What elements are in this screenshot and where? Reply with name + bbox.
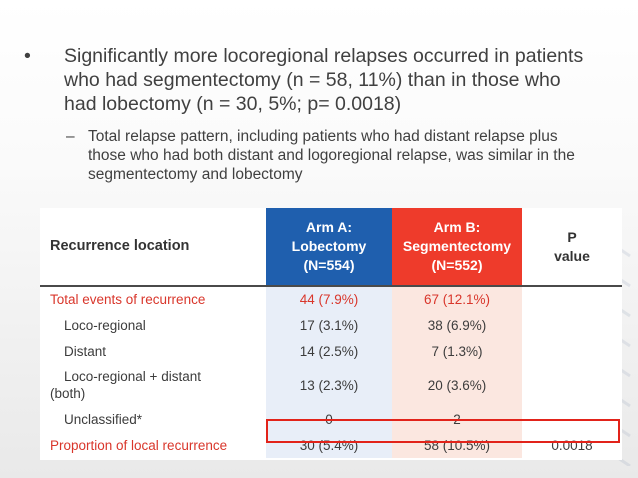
arm-b-value: 67 (12.1%) xyxy=(392,286,522,312)
arm-b-line-1: Arm B: xyxy=(433,219,481,235)
arm-a-value: 14 (2.5%) xyxy=(266,338,392,364)
table-row: Distant 14 (2.5%) 7 (1.3%) xyxy=(40,338,622,364)
p-value xyxy=(522,312,622,338)
p-value xyxy=(522,286,622,312)
arm-a-value: 17 (3.1%) xyxy=(266,312,392,338)
row-label: Distant xyxy=(64,343,107,359)
header-p-value: P value xyxy=(522,208,622,287)
p-line-2: value xyxy=(554,247,590,264)
arm-b-line-2: Segmentectomy xyxy=(402,238,512,254)
row-label-line-1: Loco-regional + distant xyxy=(64,369,201,384)
arm-b-value: 20 (3.6%) xyxy=(392,364,522,406)
sub-bullet-text: Total relapse pattern, including patient… xyxy=(88,128,575,183)
arm-b-value: 38 (6.9%) xyxy=(392,312,522,338)
row-label: Unclassified* xyxy=(64,411,143,427)
dash-icon: – xyxy=(66,128,75,145)
row-label: Total events of recurrence xyxy=(50,292,206,307)
header-recurrence-location: Recurrence location xyxy=(40,208,266,287)
table-header-row: Recurrence location Arm A: Lobectomy (N=… xyxy=(40,208,622,287)
recurrence-table-panel: Recurrence location Arm A: Lobectomy (N=… xyxy=(40,208,622,460)
header-arm-a: Arm A: Lobectomy (N=554) xyxy=(266,208,392,287)
table-row: Proportion of local recurrence 30 (5.4%)… xyxy=(40,432,622,458)
local-recurrence-highlight-box xyxy=(266,419,620,443)
arm-a-line-1: Arm A: xyxy=(305,219,353,235)
p-value xyxy=(522,338,622,364)
table-row: Loco-regional + distant (both) 13 (2.3%)… xyxy=(40,364,622,406)
p-line-1: P xyxy=(567,228,577,245)
arm-a-value: 13 (2.3%) xyxy=(266,364,392,406)
table-row: Loco-regional 17 (3.1%) 38 (6.9%) xyxy=(40,312,622,338)
row-label: Loco-regional xyxy=(64,317,146,333)
main-bullet-text: Significantly more locoregional relapses… xyxy=(64,45,584,115)
recurrence-table: Recurrence location Arm A: Lobectomy (N=… xyxy=(40,208,622,458)
p-value xyxy=(522,364,622,406)
arm-b-value: 7 (1.3%) xyxy=(392,338,522,364)
arm-a-line-3: (N=554) xyxy=(303,257,355,273)
row-label: Loco-regional + distant (both) xyxy=(40,364,266,406)
bullet-icon: • xyxy=(24,45,31,67)
header-arm-b: Arm B: Segmentectomy (N=552) xyxy=(392,208,522,287)
arm-b-line-3: (N=552) xyxy=(431,257,483,273)
row-label: Proportion of local recurrence xyxy=(50,437,228,453)
row-label-line-2: (both) xyxy=(50,386,86,401)
arm-a-line-2: Lobectomy xyxy=(291,238,367,254)
arm-a-value: 44 (7.9%) xyxy=(266,286,392,312)
table-row: Total events of recurrence 44 (7.9%) 67 … xyxy=(40,286,622,312)
